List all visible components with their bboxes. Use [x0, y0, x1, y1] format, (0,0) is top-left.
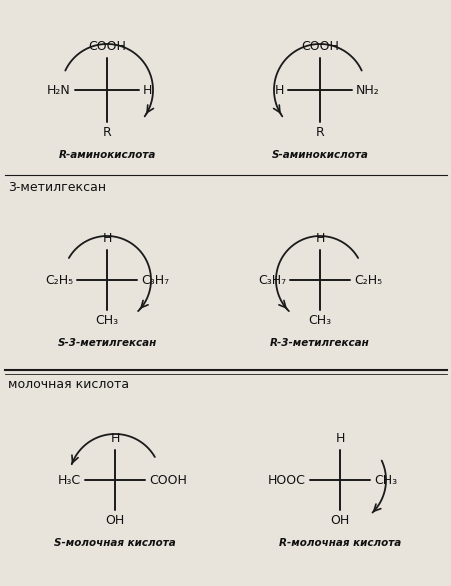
Text: OH: OH [330, 514, 349, 527]
Text: R-молочная кислота: R-молочная кислота [278, 538, 400, 548]
Text: H₃C: H₃C [58, 473, 81, 486]
Text: CH₃: CH₃ [373, 473, 396, 486]
Text: H: H [315, 232, 324, 245]
Text: 3-метилгексан: 3-метилгексан [8, 181, 106, 194]
Text: R-3-метилгексан: R-3-метилгексан [270, 338, 369, 348]
Text: COOH: COOH [149, 473, 186, 486]
Text: CH₃: CH₃ [95, 314, 118, 327]
Text: R: R [102, 126, 111, 139]
Text: H: H [335, 432, 344, 445]
Text: C₃H₇: C₃H₇ [141, 274, 169, 287]
Text: COOH: COOH [300, 40, 338, 53]
Text: S-молочная кислота: S-молочная кислота [54, 538, 175, 548]
Text: S-3-метилгексан: S-3-метилгексан [57, 338, 156, 348]
Text: молочная кислота: молочная кислота [8, 378, 129, 391]
Text: C₂H₅: C₂H₅ [353, 274, 381, 287]
Text: H: H [110, 432, 120, 445]
Text: R-аминокислота: R-аминокислота [58, 150, 155, 160]
Text: NH₂: NH₂ [355, 83, 379, 97]
Text: H₂N: H₂N [47, 83, 71, 97]
Text: S-аминокислота: S-аминокислота [271, 150, 368, 160]
Text: HOOC: HOOC [267, 473, 305, 486]
Text: C₂H₅: C₂H₅ [45, 274, 73, 287]
Text: H: H [143, 83, 152, 97]
Text: CH₃: CH₃ [308, 314, 331, 327]
Text: R: R [315, 126, 324, 139]
Text: H: H [274, 83, 283, 97]
Text: H: H [102, 232, 111, 245]
Text: C₃H₇: C₃H₇ [258, 274, 285, 287]
Text: OH: OH [105, 514, 124, 527]
Text: COOH: COOH [88, 40, 126, 53]
